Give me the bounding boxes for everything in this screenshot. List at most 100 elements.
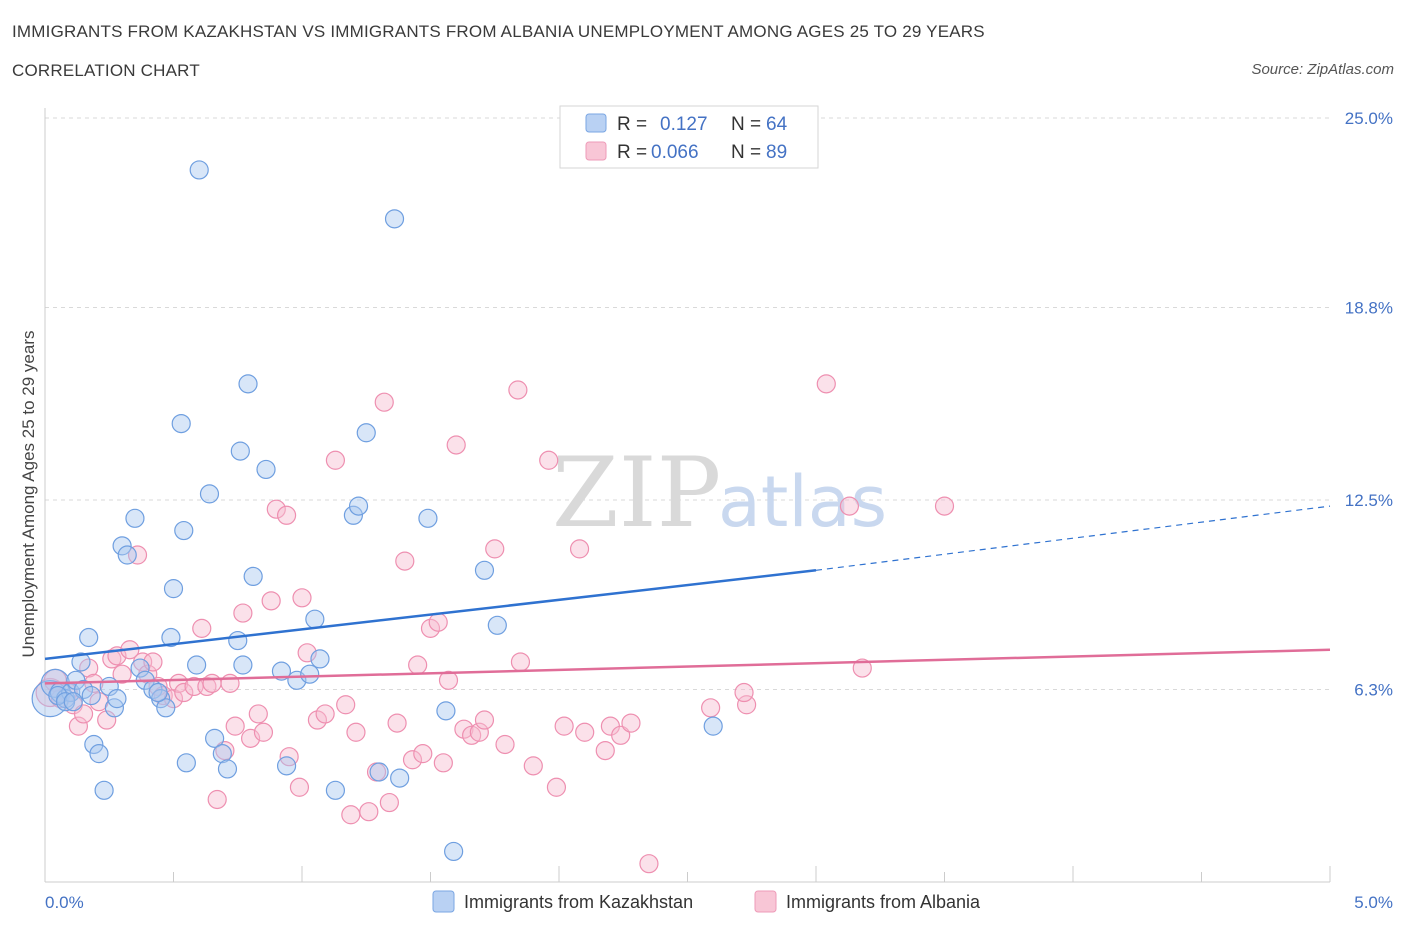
- y-tick-labels: 6.3% 12.5% 18.8% 25.0%: [1345, 109, 1393, 699]
- point-kazakhstan-24: [174, 520, 194, 541]
- point-albania-51: [374, 392, 394, 412]
- point-kazakhstan-47: [356, 423, 376, 443]
- point-kazakhstan-26: [187, 655, 207, 675]
- point-kazakhstan-29: [205, 728, 225, 748]
- point-kazakhstan-15: [125, 508, 145, 528]
- point-albania-49: [359, 802, 379, 822]
- point-kazakhstan-46: [348, 496, 369, 516]
- point-kazakhstan-54: [474, 560, 495, 580]
- point-kazakhstan-6: [73, 679, 94, 700]
- point-albania-55: [402, 750, 423, 770]
- point-albania-66: [474, 710, 495, 730]
- point-kazakhstan-8: [84, 734, 104, 755]
- point-kazakhstan-63: [63, 692, 83, 712]
- point-albania-47: [341, 805, 361, 825]
- trend-line-kazakhstan: [44, 569, 817, 661]
- point-albania-45: [325, 450, 346, 470]
- legend-n-label-kazakhstan: N =: [731, 114, 761, 135]
- point-albania-65: [469, 722, 489, 742]
- chart-subtitle: CORRELATION CHART: [12, 61, 200, 80]
- point-kazakhstan-27: [189, 160, 209, 180]
- point-albania-79: [611, 725, 631, 745]
- point-albania-26: [197, 676, 217, 697]
- x-tick-labels: 0.0% 5.0%: [45, 893, 1393, 912]
- point-albania-53: [387, 713, 407, 733]
- point-kazakhstan-37: [256, 459, 276, 480]
- legend-swatch-kazakhstan: [585, 113, 607, 133]
- legend-n-value-albania: 89: [766, 142, 787, 163]
- legend-r-value-kazakhstan: 0.127: [660, 114, 708, 135]
- y-tick-label-0: 6.3%: [1354, 680, 1393, 699]
- point-kazakhstan-58: [55, 692, 76, 712]
- point-albania-43: [307, 710, 328, 730]
- point-kazakhstan-36: [243, 566, 263, 587]
- point-albania-40: [289, 777, 310, 797]
- point-albania-36: [261, 591, 281, 611]
- legend-r-value-albania: 0.066: [651, 142, 699, 163]
- trend-lines: [44, 505, 1331, 685]
- point-albania-15: [127, 545, 148, 565]
- point-kazakhstan-39: [276, 756, 297, 776]
- point-albania-83: [737, 695, 757, 715]
- point-albania-67: [485, 539, 505, 559]
- point-albania-88: [934, 496, 955, 516]
- point-kazakhstan-51: [418, 508, 438, 528]
- y-tick-label-1: 12.5%: [1345, 491, 1393, 510]
- point-kazakhstan-21: [161, 627, 181, 648]
- point-kazakhstan-38: [271, 661, 292, 681]
- point-albania-13: [112, 664, 132, 684]
- point-kazakhstan-31: [217, 759, 238, 779]
- point-albania-60: [433, 753, 453, 773]
- point-albania-87: [852, 658, 872, 678]
- trend-line-albania: [44, 648, 1331, 685]
- point-albania-68: [495, 734, 515, 755]
- point-kazakhstan-10: [94, 780, 114, 800]
- point-kazakhstan-44: [325, 780, 346, 800]
- point-kazakhstan-62: [81, 685, 101, 706]
- point-kazakhstan-55: [487, 615, 507, 635]
- point-kazakhstan-60: [107, 689, 127, 709]
- point-kazakhstan-33: [230, 441, 250, 461]
- point-albania-5: [68, 716, 89, 736]
- point-albania-30: [220, 673, 240, 693]
- point-kazakhstan-49: [384, 209, 405, 229]
- point-kazakhstan-28: [199, 484, 220, 504]
- point-kazakhstan-16: [130, 658, 150, 678]
- point-kazakhstan-35: [238, 374, 258, 394]
- point-albania-73: [546, 777, 567, 797]
- point-albania-64: [462, 725, 482, 745]
- point-albania-86: [839, 496, 860, 516]
- point-kazakhstan-56: [703, 716, 723, 736]
- point-albania-48: [346, 722, 366, 742]
- point-kazakhstan-25: [176, 753, 196, 773]
- bottom-legend-swatch-albania: [754, 890, 777, 913]
- point-albania-61: [438, 670, 459, 690]
- point-albania-77: [595, 740, 615, 761]
- point-kazakhstan-14: [117, 545, 137, 565]
- point-albania-27: [202, 673, 222, 693]
- point-kazakhstan-41: [300, 664, 320, 684]
- chart-title: IMMIGRANTS FROM KAZAKHSTAN VS IMMIGRANTS…: [12, 22, 985, 41]
- y-tick-label-3: 25.0%: [1345, 109, 1393, 128]
- bottom-legend-label-albania: Immigrants from Albania: [786, 892, 981, 912]
- point-albania-57: [413, 744, 433, 764]
- point-kazakhstan-7: [79, 627, 99, 648]
- point-albania-6: [73, 704, 94, 724]
- point-albania-71: [523, 756, 543, 776]
- point-albania-63: [454, 719, 474, 739]
- point-kazakhstan-23: [171, 414, 191, 434]
- point-kazakhstan-13: [112, 536, 132, 556]
- point-albania-38: [276, 505, 297, 525]
- point-albania-32: [233, 603, 253, 623]
- legend-n-value-kazakhstan: 64: [766, 114, 788, 135]
- point-albania-37: [266, 499, 286, 519]
- point-kazakhstan-32: [228, 630, 248, 651]
- point-albania-76: [575, 722, 595, 742]
- source-note: Source: ZipAtlas.com: [1251, 61, 1394, 78]
- point-kazakhstan-22: [163, 579, 184, 599]
- point-albania-34: [248, 704, 268, 724]
- point-albania-69: [508, 380, 528, 400]
- point-kazakhstan-20: [156, 698, 176, 718]
- point-albania-11: [102, 649, 122, 669]
